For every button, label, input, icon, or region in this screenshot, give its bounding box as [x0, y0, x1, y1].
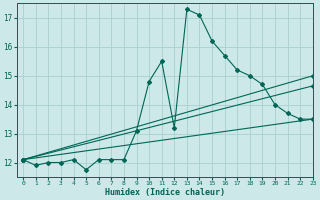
- X-axis label: Humidex (Indice chaleur): Humidex (Indice chaleur): [105, 188, 225, 197]
